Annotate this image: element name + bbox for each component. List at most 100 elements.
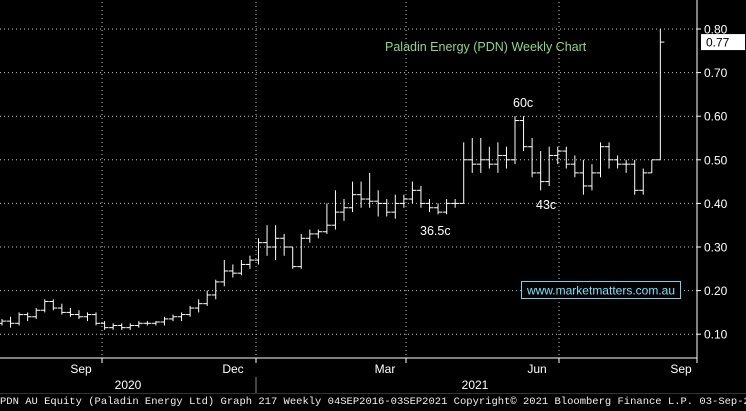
ohlc-bar bbox=[416, 185, 425, 208]
ohlc-bar bbox=[459, 142, 468, 204]
ohlc-bar bbox=[322, 203, 331, 234]
ohlc-bar bbox=[605, 142, 614, 169]
ohlc-bar bbox=[74, 310, 83, 319]
ohlc-bar bbox=[211, 279, 220, 300]
ohlc-bar bbox=[399, 194, 408, 208]
ohlc-bar bbox=[126, 323, 135, 330]
ohlc-bar bbox=[622, 159, 631, 173]
ohlc-bar bbox=[271, 225, 280, 261]
x-year-label-2020: 2020 bbox=[115, 378, 142, 392]
ohlc-bar bbox=[263, 225, 272, 256]
ohlc-bar bbox=[493, 142, 502, 173]
ohlc-bar bbox=[100, 321, 109, 330]
ohlc-bar bbox=[382, 199, 391, 217]
ohlc-bar bbox=[340, 199, 348, 221]
ohlc-bar bbox=[23, 312, 32, 322]
ohlc-bar bbox=[220, 260, 229, 287]
ohlc-bar bbox=[391, 194, 400, 219]
ohlc-bar bbox=[203, 290, 212, 306]
chart-title: Paladin Energy (PDN) Weekly Chart bbox=[385, 40, 587, 54]
ohlc-bar bbox=[32, 308, 41, 319]
ohlc-bar bbox=[83, 312, 92, 322]
ohlc-bar bbox=[331, 190, 340, 230]
ohlc-bar bbox=[297, 233, 306, 269]
ohlc-bar bbox=[186, 305, 195, 317]
ohlc-bar bbox=[451, 199, 460, 208]
ohlc-bar bbox=[288, 246, 297, 269]
ohlc-bar bbox=[254, 238, 263, 265]
annotation-2: 43c bbox=[536, 198, 556, 212]
ohlc-bar bbox=[639, 168, 648, 195]
x-tick-label-dec-1: Dec bbox=[222, 362, 243, 376]
x-tick-label-sep-4: Sep bbox=[670, 362, 692, 376]
ohlc-bar bbox=[357, 181, 366, 208]
ohlc-bar bbox=[545, 146, 554, 186]
x-year-label-2021: 2021 bbox=[462, 378, 489, 392]
y-tick-label-0.50: 0.50 bbox=[704, 153, 728, 167]
x-tick-label-mar-2: Mar bbox=[375, 362, 396, 376]
last-price-box bbox=[701, 34, 745, 51]
ohlc-bar bbox=[434, 203, 443, 215]
ohlc-bar bbox=[40, 299, 49, 313]
ohlc-bar bbox=[630, 159, 639, 195]
ohlc-bar bbox=[647, 159, 656, 174]
ohlc-bar bbox=[117, 323, 126, 330]
ohlc-bar bbox=[245, 255, 254, 269]
price-chart: 0.80 0.70 0.60 0.50 0.40 0.30 0.20 0.10 Sep Dec Ma… bbox=[0, 0, 746, 393]
ohlc-bar bbox=[425, 199, 434, 213]
ohlc-bar bbox=[468, 138, 477, 173]
ohlc-bar bbox=[6, 316, 15, 328]
ohlc-bar bbox=[237, 260, 246, 276]
ohlc-bar bbox=[49, 299, 58, 311]
ohlc-bar bbox=[536, 151, 545, 191]
y-tick-label-0.20: 0.20 bbox=[704, 284, 728, 298]
ohlc-bar bbox=[160, 316, 169, 326]
ohlc-bar bbox=[476, 138, 485, 173]
ohlc-bar bbox=[502, 146, 511, 169]
ohlc-bar bbox=[177, 312, 186, 322]
ohlc-bar bbox=[553, 146, 562, 165]
x-tick-label-sep-0: Sep bbox=[70, 362, 92, 376]
ohlc-bar bbox=[570, 155, 579, 178]
ohlc-bar bbox=[511, 116, 519, 165]
ohlc-bar bbox=[15, 312, 24, 326]
footer-info-bar: PDN AU Equity (Paladin Energy Ltd) Graph… bbox=[0, 393, 746, 411]
ohlc-bar bbox=[348, 181, 357, 213]
ohlc-bar bbox=[579, 159, 588, 195]
ohlc-bar bbox=[596, 142, 605, 178]
annotation-0: 60c bbox=[513, 96, 533, 110]
ohlc-bar bbox=[314, 229, 323, 239]
ohlc-bar bbox=[562, 146, 571, 169]
ohlc-bar bbox=[587, 164, 596, 191]
watermark-text: www.marketmatters.com.au bbox=[526, 284, 675, 298]
ohlc-bar bbox=[656, 29, 665, 161]
y-tick-label-0.30: 0.30 bbox=[704, 241, 728, 255]
ohlc-bar bbox=[194, 299, 203, 313]
ohlc-bar bbox=[228, 264, 237, 278]
ohlc-bar bbox=[442, 199, 451, 215]
ohlc-bar bbox=[485, 146, 494, 169]
annotation-1: 36.5c bbox=[420, 224, 451, 238]
y-tick-label-0.70: 0.70 bbox=[704, 66, 728, 80]
ohlc-bar bbox=[151, 321, 160, 326]
ohlc-bar bbox=[365, 172, 374, 208]
y-tick-label-0.10: 0.10 bbox=[704, 328, 728, 342]
ohlc-bar bbox=[528, 138, 537, 178]
ohlc-bar bbox=[305, 229, 314, 243]
y-tick-label-0.40: 0.40 bbox=[704, 197, 728, 211]
ohlc-bar bbox=[169, 314, 177, 322]
y-tick-label-0.60: 0.60 bbox=[704, 110, 728, 124]
ohlc-bar bbox=[57, 303, 66, 315]
ohlc-bar bbox=[134, 321, 143, 328]
watermark-box bbox=[521, 281, 681, 299]
y-tick-label-0.80: 0.80 bbox=[704, 23, 728, 37]
ohlc-bar bbox=[408, 181, 417, 204]
x-tick-label-jun-3: Jun bbox=[527, 362, 546, 376]
ohlc-bar bbox=[280, 233, 289, 256]
ohlc-bar bbox=[374, 190, 383, 217]
ohlc-bar bbox=[66, 308, 75, 317]
ohlc-bar bbox=[0, 318, 6, 326]
ohlc-bar bbox=[92, 312, 101, 326]
ohlc-bar bbox=[613, 155, 622, 169]
ohlc-bar bbox=[109, 323, 118, 330]
